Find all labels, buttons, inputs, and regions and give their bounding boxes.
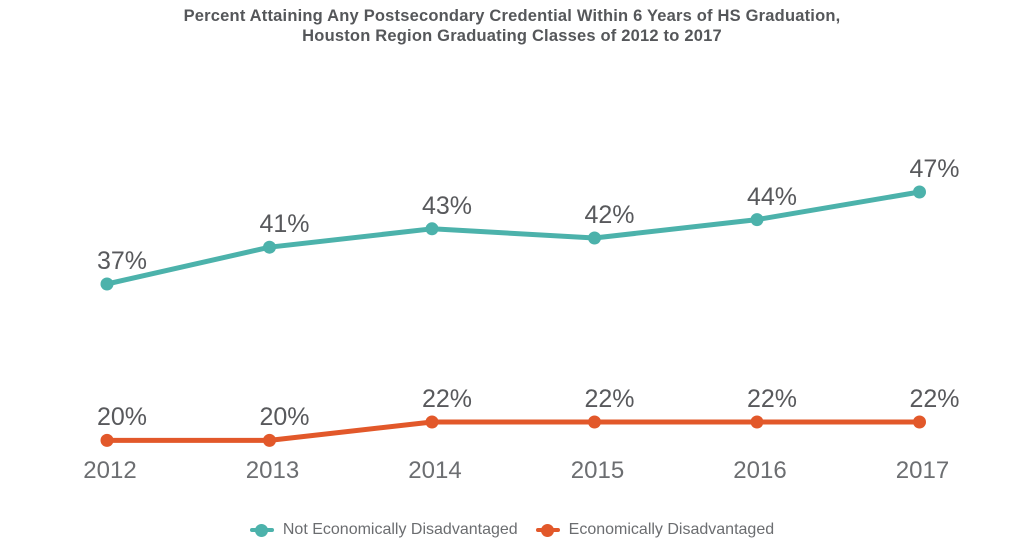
chart-title-line-1: Percent Attaining Any Postsecondary Cred… <box>183 7 841 25</box>
series-line-0 <box>104 189 922 287</box>
legend-item-not-econ-disadvantaged: Not Economically Disadvantaged <box>249 521 518 539</box>
data-point <box>588 415 601 429</box>
chart-title: Percent Attaining Any Postsecondary Cred… <box>0 7 1024 46</box>
data-point <box>263 240 276 254</box>
data-label: 22% <box>909 385 960 413</box>
legend-item-econ-disadvantaged: Economically Disadvantaged <box>535 521 775 539</box>
series-line-1 <box>104 419 922 443</box>
x-axis-tick-label: 2015 <box>570 457 625 484</box>
data-label: 43% <box>421 191 473 220</box>
data-point <box>750 213 764 227</box>
legend-label: Not Economically Disadvantaged <box>282 521 518 538</box>
data-label: 22% <box>421 385 473 413</box>
x-axis-tick-label: 2014 <box>408 457 462 484</box>
data-label: 42% <box>584 201 635 229</box>
data-point <box>750 415 764 429</box>
data-label: 22% <box>746 385 798 413</box>
x-axis-tick-label: 2017 <box>895 457 950 484</box>
data-point <box>100 433 114 447</box>
data-point <box>913 185 926 199</box>
data-point <box>100 277 114 291</box>
data-label: 20% <box>96 403 148 432</box>
line-marker-icon <box>535 523 560 537</box>
data-point <box>425 222 439 236</box>
x-axis-tick-label: 2013 <box>245 457 300 484</box>
legend-label: Economically Disadvantaged <box>568 521 775 538</box>
legend: Not Economically Disadvantaged Economica… <box>0 521 1024 539</box>
line-marker-icon <box>249 523 274 537</box>
data-label: 20% <box>259 403 310 432</box>
data-point <box>425 415 439 429</box>
data-label: 22% <box>584 385 635 413</box>
data-label: 44% <box>746 182 798 211</box>
data-point <box>263 433 276 447</box>
x-axis-tick-label: 2012 <box>83 457 137 484</box>
data-label: 47% <box>909 155 960 183</box>
data-point <box>588 231 601 245</box>
data-label: 41% <box>259 210 310 239</box>
data-label: 37% <box>96 247 148 275</box>
data-point <box>913 415 926 429</box>
x-axis-tick-label: 2016 <box>733 457 787 484</box>
chart-title-line-2: Houston Region Graduating Classes of 201… <box>302 26 722 45</box>
